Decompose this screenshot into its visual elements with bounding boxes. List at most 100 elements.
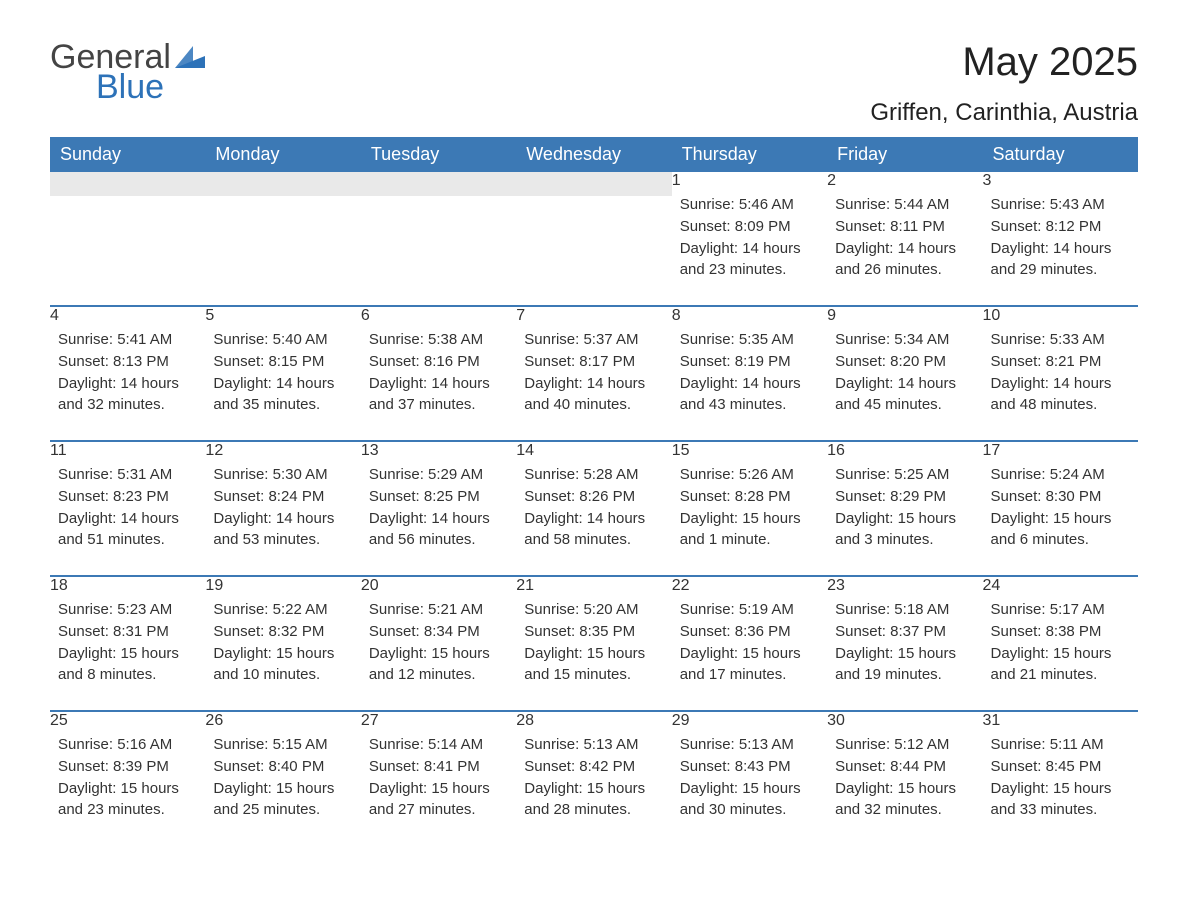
sunset-line: Sunset: 8:32 PM	[213, 621, 352, 643]
calendar-cell: 31Sunrise: 5:11 AMSunset: 8:45 PMDayligh…	[983, 711, 1138, 845]
sunset-line: Sunset: 8:23 PM	[58, 486, 197, 508]
calendar-table: SundayMondayTuesdayWednesdayThursdayFrid…	[50, 137, 1138, 845]
sunrise-line: Sunrise: 5:16 AM	[58, 734, 197, 756]
calendar-cell: 8Sunrise: 5:35 AMSunset: 8:19 PMDaylight…	[672, 306, 827, 441]
sunset-line: Sunset: 8:15 PM	[213, 351, 352, 373]
weekday-header: Sunday	[50, 137, 205, 172]
day-number: 29	[672, 712, 827, 730]
daylight-line: Daylight: 15 hours and 6 minutes.	[991, 508, 1130, 552]
day-details: Sunrise: 5:24 AMSunset: 8:30 PMDaylight:…	[983, 460, 1138, 551]
day-number	[50, 172, 205, 196]
sunset-line: Sunset: 8:37 PM	[835, 621, 974, 643]
sunrise-line: Sunrise: 5:41 AM	[58, 329, 197, 351]
sunrise-line: Sunrise: 5:12 AM	[835, 734, 974, 756]
sunset-line: Sunset: 8:40 PM	[213, 756, 352, 778]
sunrise-line: Sunrise: 5:21 AM	[369, 599, 508, 621]
calendar-cell: 7Sunrise: 5:37 AMSunset: 8:17 PMDaylight…	[516, 306, 671, 441]
day-details: Sunrise: 5:29 AMSunset: 8:25 PMDaylight:…	[361, 460, 516, 551]
sunrise-line: Sunrise: 5:23 AM	[58, 599, 197, 621]
sunset-line: Sunset: 8:35 PM	[524, 621, 663, 643]
sunset-line: Sunset: 8:26 PM	[524, 486, 663, 508]
daylight-line: Daylight: 14 hours and 23 minutes.	[680, 238, 819, 282]
day-number: 17	[983, 442, 1138, 460]
sunrise-line: Sunrise: 5:22 AM	[213, 599, 352, 621]
daylight-line: Daylight: 15 hours and 8 minutes.	[58, 643, 197, 687]
page-title: May 2025	[870, 40, 1138, 85]
sunset-line: Sunset: 8:36 PM	[680, 621, 819, 643]
daylight-line: Daylight: 15 hours and 23 minutes.	[58, 778, 197, 822]
sunset-line: Sunset: 8:13 PM	[58, 351, 197, 373]
day-number: 19	[205, 577, 360, 595]
daylight-line: Daylight: 15 hours and 3 minutes.	[835, 508, 974, 552]
day-details: Sunrise: 5:16 AMSunset: 8:39 PMDaylight:…	[50, 730, 205, 821]
sunset-line: Sunset: 8:12 PM	[991, 216, 1130, 238]
day-number	[205, 172, 360, 196]
day-details: Sunrise: 5:25 AMSunset: 8:29 PMDaylight:…	[827, 460, 982, 551]
calendar-cell: 26Sunrise: 5:15 AMSunset: 8:40 PMDayligh…	[205, 711, 360, 845]
day-details: Sunrise: 5:22 AMSunset: 8:32 PMDaylight:…	[205, 595, 360, 686]
daylight-line: Daylight: 15 hours and 15 minutes.	[524, 643, 663, 687]
sunrise-line: Sunrise: 5:13 AM	[680, 734, 819, 756]
day-details: Sunrise: 5:38 AMSunset: 8:16 PMDaylight:…	[361, 325, 516, 416]
daylight-line: Daylight: 15 hours and 30 minutes.	[680, 778, 819, 822]
calendar-cell: 4Sunrise: 5:41 AMSunset: 8:13 PMDaylight…	[50, 306, 205, 441]
logo-text: General Blue	[50, 40, 205, 104]
day-details: Sunrise: 5:34 AMSunset: 8:20 PMDaylight:…	[827, 325, 982, 416]
day-details: Sunrise: 5:33 AMSunset: 8:21 PMDaylight:…	[983, 325, 1138, 416]
day-number: 27	[361, 712, 516, 730]
day-number: 4	[50, 307, 205, 325]
daylight-line: Daylight: 14 hours and 35 minutes.	[213, 373, 352, 417]
calendar-cell: 2Sunrise: 5:44 AMSunset: 8:11 PMDaylight…	[827, 172, 982, 306]
calendar-cell: 10Sunrise: 5:33 AMSunset: 8:21 PMDayligh…	[983, 306, 1138, 441]
day-number: 16	[827, 442, 982, 460]
day-details: Sunrise: 5:31 AMSunset: 8:23 PMDaylight:…	[50, 460, 205, 551]
sunset-line: Sunset: 8:24 PM	[213, 486, 352, 508]
daylight-line: Daylight: 14 hours and 48 minutes.	[991, 373, 1130, 417]
calendar-cell: 18Sunrise: 5:23 AMSunset: 8:31 PMDayligh…	[50, 576, 205, 711]
calendar-cell: 24Sunrise: 5:17 AMSunset: 8:38 PMDayligh…	[983, 576, 1138, 711]
sunset-line: Sunset: 8:19 PM	[680, 351, 819, 373]
sunset-line: Sunset: 8:39 PM	[58, 756, 197, 778]
day-number: 18	[50, 577, 205, 595]
calendar-cell: 29 Sunrise: 5:13 AMSunset: 8:43 PMDayligh…	[672, 711, 827, 845]
calendar-week-row: 25Sunrise: 5:16 AMSunset: 8:39 PMDayligh…	[50, 711, 1138, 845]
sunrise-line: Sunrise: 5:13 AM	[524, 734, 663, 756]
calendar-cell: 21Sunrise: 5:20 AMSunset: 8:35 PMDayligh…	[516, 576, 671, 711]
logo-flag-icon	[175, 40, 205, 74]
location-subtitle: Griffen, Carinthia, Austria	[870, 99, 1138, 127]
daylight-line: Daylight: 15 hours and 17 minutes.	[680, 643, 819, 687]
daylight-line: Daylight: 15 hours and 27 minutes.	[369, 778, 508, 822]
calendar-week-row: 18Sunrise: 5:23 AMSunset: 8:31 PMDayligh…	[50, 576, 1138, 711]
day-number	[361, 172, 516, 196]
calendar-cell: 11Sunrise: 5:31 AMSunset: 8:23 PMDayligh…	[50, 441, 205, 576]
calendar-cell	[516, 172, 671, 306]
sunrise-line: Sunrise: 5:33 AM	[991, 329, 1130, 351]
sunset-line: Sunset: 8:45 PM	[991, 756, 1130, 778]
sunset-line: Sunset: 8:21 PM	[991, 351, 1130, 373]
day-number: 3	[983, 172, 1138, 190]
day-number: 23	[827, 577, 982, 595]
day-number: 21	[516, 577, 671, 595]
day-details	[516, 196, 671, 200]
title-block: May 2025 Griffen, Carinthia, Austria	[870, 40, 1138, 127]
sunrise-line: Sunrise: 5:11 AM	[991, 734, 1130, 756]
calendar-cell: 6Sunrise: 5:38 AMSunset: 8:16 PMDaylight…	[361, 306, 516, 441]
sunrise-line: Sunrise: 5:20 AM	[524, 599, 663, 621]
day-details: Sunrise: 5:37 AMSunset: 8:17 PMDaylight:…	[516, 325, 671, 416]
sunset-line: Sunset: 8:28 PM	[680, 486, 819, 508]
day-number: 28	[516, 712, 671, 730]
day-details: Sunrise: 5:20 AMSunset: 8:35 PMDaylight:…	[516, 595, 671, 686]
calendar-cell: 14Sunrise: 5:28 AMSunset: 8:26 PMDayligh…	[516, 441, 671, 576]
sunrise-line: Sunrise: 5:37 AM	[524, 329, 663, 351]
calendar-cell: 23Sunrise: 5:18 AMSunset: 8:37 PMDayligh…	[827, 576, 982, 711]
sunrise-line: Sunrise: 5:30 AM	[213, 464, 352, 486]
day-details: Sunrise: 5:44 AMSunset: 8:11 PMDaylight:…	[827, 190, 982, 281]
daylight-line: Daylight: 15 hours and 32 minutes.	[835, 778, 974, 822]
day-details: Sunrise: 5:23 AMSunset: 8:31 PMDaylight:…	[50, 595, 205, 686]
day-number: 20	[361, 577, 516, 595]
sunrise-line: Sunrise: 5:40 AM	[213, 329, 352, 351]
day-number: 15	[672, 442, 827, 460]
sunset-line: Sunset: 8:42 PM	[524, 756, 663, 778]
day-number: 6	[361, 307, 516, 325]
sunset-line: Sunset: 8:43 PM	[680, 756, 819, 778]
